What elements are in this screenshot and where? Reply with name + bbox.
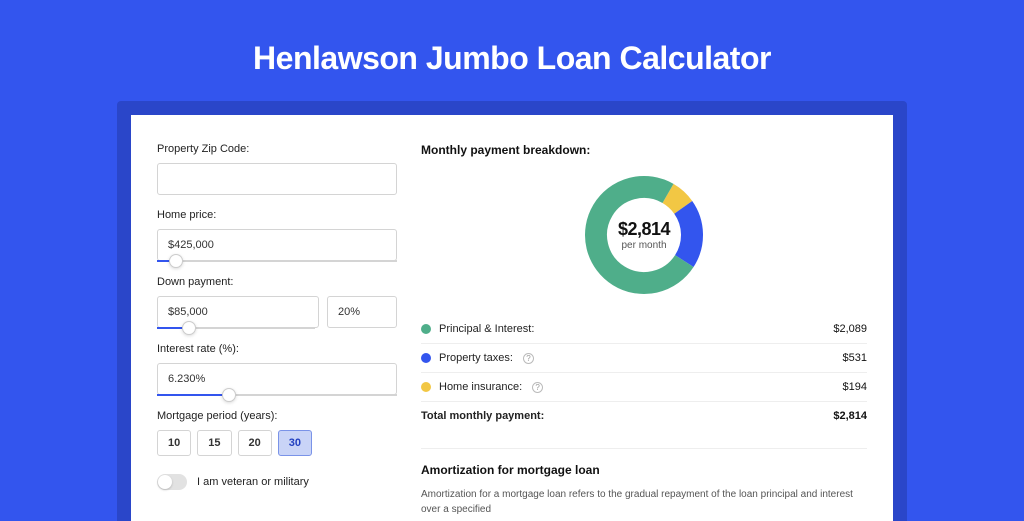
legend-label: Principal & Interest: [439, 323, 534, 335]
calculator-card: Property Zip Code: Home price: Down paym… [131, 115, 893, 521]
interest-rate-slider[interactable] [157, 394, 397, 396]
breakdown-column: Monthly payment breakdown: $2,814 per mo… [421, 143, 867, 521]
down-payment-percent-input[interactable] [327, 296, 397, 328]
mortgage-period-option-15[interactable]: 15 [197, 430, 231, 456]
legend-label: Home insurance: [439, 381, 522, 393]
mortgage-period-option-30[interactable]: 30 [278, 430, 312, 456]
legend-row: Property taxes:? $531 [421, 343, 867, 372]
legend-value: $2,089 [833, 323, 867, 335]
breakdown-title: Monthly payment breakdown: [421, 143, 867, 157]
veteran-toggle-knob [158, 475, 172, 489]
home-price-input[interactable] [157, 229, 397, 261]
legend-dot [421, 382, 431, 392]
interest-rate-field-group: Interest rate (%): [157, 343, 397, 396]
down-payment-label: Down payment: [157, 276, 397, 288]
total-label: Total monthly payment: [421, 410, 544, 422]
legend-value: $194 [843, 381, 867, 393]
total-value: $2,814 [833, 410, 867, 422]
mortgage-period-option-10[interactable]: 10 [157, 430, 191, 456]
veteran-toggle[interactable] [157, 474, 187, 490]
donut-wrap: $2,814 per month [421, 173, 867, 297]
donut-center: $2,814 per month [618, 219, 670, 251]
donut-slice [668, 193, 683, 207]
interest-rate-label: Interest rate (%): [157, 343, 397, 355]
legend-dot [421, 353, 431, 363]
legend-value: $531 [843, 352, 867, 364]
info-icon[interactable]: ? [532, 382, 543, 393]
home-price-label: Home price: [157, 209, 397, 221]
legend-row-total: Total monthly payment: $2,814 [421, 401, 867, 430]
home-price-field-group: Home price: [157, 209, 397, 262]
zip-label: Property Zip Code: [157, 143, 397, 155]
interest-rate-slider-thumb[interactable] [222, 388, 236, 402]
info-icon[interactable]: ? [523, 353, 534, 364]
interest-rate-input[interactable] [157, 363, 397, 395]
legend-row: Principal & Interest: $2,089 [421, 315, 867, 343]
down-payment-field-group: Down payment: [157, 276, 397, 329]
amortization-text: Amortization for a mortgage loan refers … [421, 487, 867, 517]
home-price-slider-thumb[interactable] [169, 254, 183, 268]
mortgage-period-option-20[interactable]: 20 [238, 430, 272, 456]
down-payment-amount-input[interactable] [157, 296, 319, 328]
zip-input[interactable] [157, 163, 397, 195]
veteran-toggle-label: I am veteran or military [197, 476, 309, 488]
down-payment-slider[interactable] [157, 327, 315, 329]
veteran-toggle-row: I am veteran or military [157, 474, 397, 490]
zip-field-group: Property Zip Code: [157, 143, 397, 195]
payment-donut-chart: $2,814 per month [582, 173, 706, 297]
page-background: Henlawson Jumbo Loan Calculator Property… [0, 0, 1024, 512]
legend-dot [421, 324, 431, 334]
form-column: Property Zip Code: Home price: Down paym… [157, 143, 397, 521]
donut-slice [683, 207, 692, 261]
donut-sub: per month [618, 240, 670, 251]
legend-label: Property taxes: [439, 352, 513, 364]
legend-row: Home insurance:? $194 [421, 372, 867, 401]
donut-amount: $2,814 [618, 219, 670, 240]
mortgage-period-label: Mortgage period (years): [157, 410, 397, 422]
card-shadow: Property Zip Code: Home price: Down paym… [117, 101, 907, 521]
down-payment-slider-thumb[interactable] [182, 321, 196, 335]
page-title: Henlawson Jumbo Loan Calculator [0, 40, 1024, 77]
amortization-title: Amortization for mortgage loan [421, 463, 867, 477]
home-price-slider[interactable] [157, 260, 397, 262]
amortization-section: Amortization for mortgage loan Amortizat… [421, 448, 867, 517]
mortgage-period-field-group: Mortgage period (years): 1015 2030 [157, 410, 397, 456]
